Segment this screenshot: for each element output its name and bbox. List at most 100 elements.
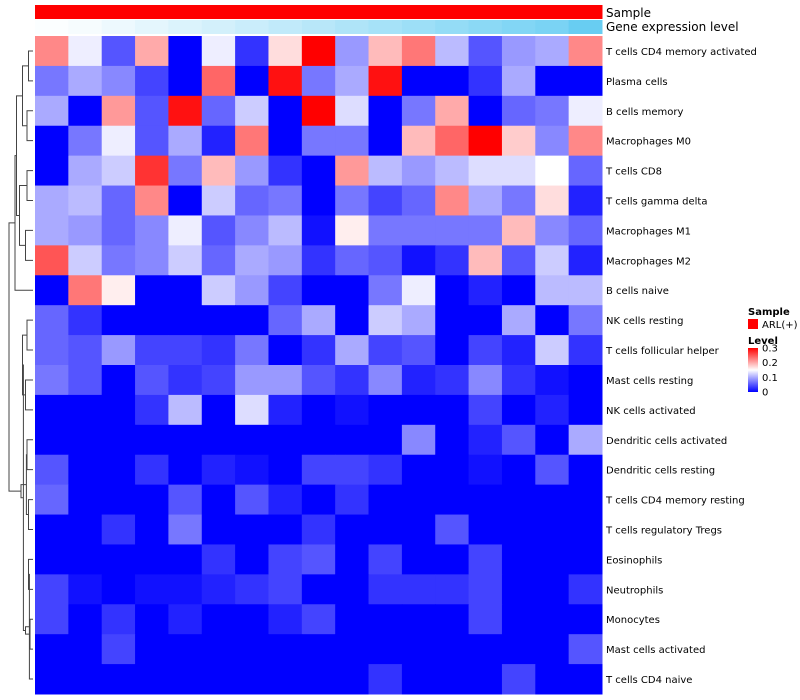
heatmap-cell [501,365,536,396]
heatmap-cell [168,95,203,127]
heatmap-cell [101,65,136,97]
heatmap-cell [168,335,203,366]
heatmap-cell [268,245,303,276]
heatmap-cell [168,36,203,67]
heatmap-cell [268,424,303,456]
heatmap-cell [368,95,403,127]
sample-annotation-cell [568,5,603,19]
row-labels: T cells CD4 memory activated Plasma cells… [605,47,757,686]
row-label: Monocytes [606,615,660,626]
legend-tick-label: 0.2 [762,358,778,369]
heatmap-cell [35,305,69,336]
gene-expression-annotation-cell [535,20,570,34]
heatmap-cell [68,394,103,426]
heatmap-cell [235,604,269,635]
heatmap-cell [568,65,603,97]
heatmap-cell [501,65,536,97]
heatmap-cell [201,36,236,67]
heatmap-cell [335,424,370,456]
heatmap-cell [335,544,370,575]
heatmap-cell [135,365,169,396]
heatmap-cell [468,664,503,695]
heatmap-cell [368,484,403,516]
heatmap-cell [235,245,269,276]
heatmap-cell [301,634,336,665]
heatmap-cell [235,454,269,486]
gene-expression-annotation-cell [235,20,269,34]
heatmap-cell [268,125,303,157]
row-label: Plasma cells [606,77,668,88]
heatmap-cell [368,365,403,396]
heatmap-cell [368,125,403,157]
heatmap-cell [68,36,103,67]
heatmap-cell [435,125,470,157]
sample-annotation-cell [368,5,403,19]
heatmap-cell [468,335,503,366]
heatmap-cell [35,155,69,187]
heatmap-cell [568,36,603,67]
heatmap-cell [468,36,503,67]
heatmap-cell [201,245,236,276]
heatmap-cell [68,95,103,127]
sample-annotation-cell [101,5,136,19]
heatmap-cell [435,424,470,456]
heatmap-cell [301,424,336,456]
heatmap-cell [68,514,103,545]
heatmap-cell [201,514,236,545]
heatmap-cell [501,574,536,605]
heatmap-cell [535,634,570,665]
heatmap-cell [68,245,103,276]
heatmap-cell [301,215,336,246]
heatmap-cell [235,36,269,67]
heatmap-cell [301,275,336,306]
heatmap-cell [501,394,536,426]
heatmap-cell [201,155,236,187]
heatmap-cell [35,514,69,545]
heatmap-cell [468,604,503,635]
heatmap-cell [535,245,570,276]
heatmap-cell [268,335,303,366]
heatmap-cell [568,215,603,246]
heatmap-cell [135,125,169,157]
heatmap-cell [301,664,336,695]
heatmap-cell [568,365,603,396]
heatmap-cell [535,544,570,575]
heatmap-cell [235,365,269,396]
heatmap-cell [401,424,436,456]
heatmap-cell [101,185,136,216]
heatmap-cell [235,574,269,605]
heatmap-cell [201,125,236,157]
heatmap-cell [135,275,169,306]
row-label: Neutrophils [606,585,663,596]
row-label: T cells CD4 memory resting [605,496,745,507]
heatmap-cell [268,514,303,545]
heatmap-cell [535,514,570,545]
row-dendrogram [8,50,33,680]
heatmap-cell [68,454,103,486]
legend-sample-title: Sample [748,307,790,318]
heatmap-cell [235,275,269,306]
dendrogram-branch [22,65,29,127]
heatmap-cell [401,365,436,396]
heatmap-cell [335,634,370,665]
heatmap-cell [301,95,336,127]
heatmap-cell [501,514,536,545]
heatmap-cell [535,36,570,67]
heatmap-cell [435,335,470,366]
heatmap-cell [568,544,603,575]
row-label: B cells naive [606,286,669,297]
heatmap-cell [468,365,503,396]
heatmap-cell [201,574,236,605]
gene-expression-annotation-cell [101,20,136,34]
heatmap-cell [501,125,536,157]
sample-annotation-cell [268,5,303,19]
gene-expression-annotation-cell [568,20,603,34]
heatmap-cell [268,454,303,486]
row-label: Mast cells activated [606,645,705,656]
dendrogram-branch [28,499,33,530]
heatmap-cell [101,125,136,157]
heatmap-cell [335,95,370,127]
heatmap-cell [335,604,370,635]
heatmap-cell [368,514,403,545]
heatmap-cell [468,185,503,216]
